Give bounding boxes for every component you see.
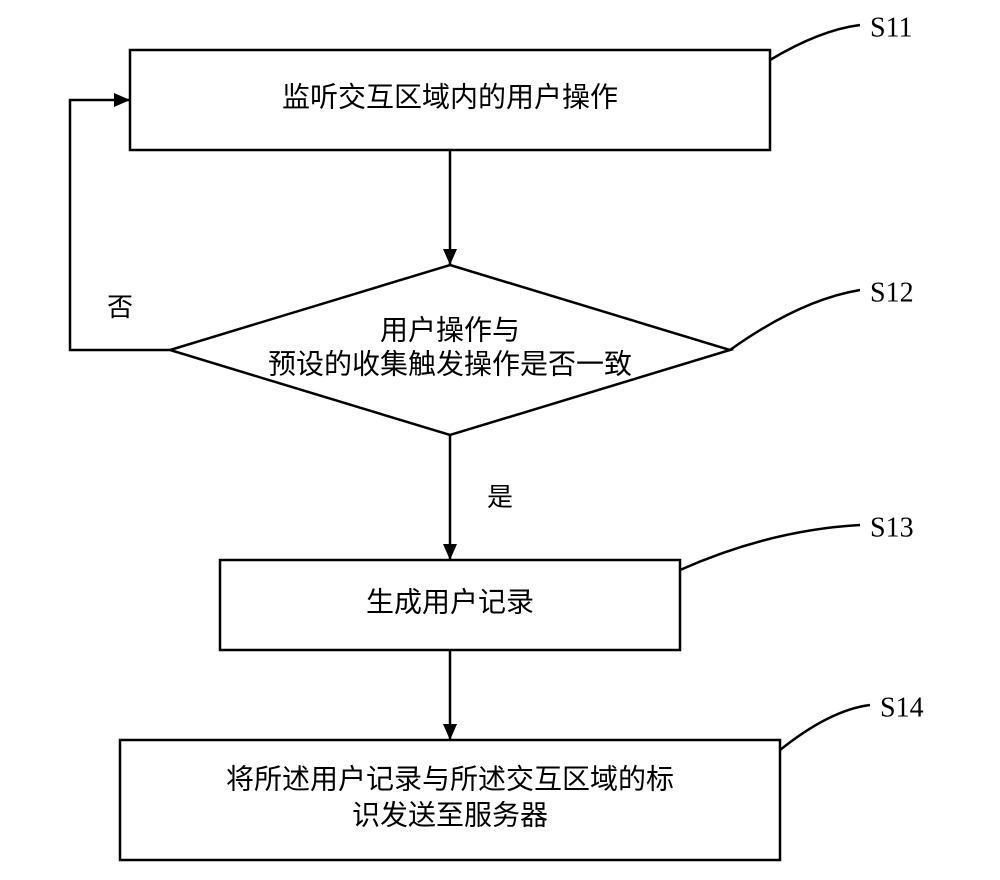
process-text-s14-1: 识发送至服务器 (352, 799, 548, 831)
process-text-s11: 监听交互区域内的用户操作 (282, 81, 618, 113)
decision-text-s12-0: 用户操作与 (380, 314, 520, 346)
process-text-s13: 生成用户记录 (366, 586, 534, 618)
edge-label-1: 是 (487, 483, 513, 512)
decision-text-s12-1: 预设的收集触发操作是否一致 (268, 348, 632, 380)
step-label-s12: S12 (870, 277, 914, 308)
step-label-s11: S11 (870, 12, 913, 43)
process-text-s14-0: 将所述用户记录与所述交互区域的标 (226, 763, 674, 795)
step-label-s14: S14 (880, 692, 924, 723)
edge-label-3: 否 (107, 293, 133, 322)
step-label-s13: S13 (870, 512, 914, 543)
